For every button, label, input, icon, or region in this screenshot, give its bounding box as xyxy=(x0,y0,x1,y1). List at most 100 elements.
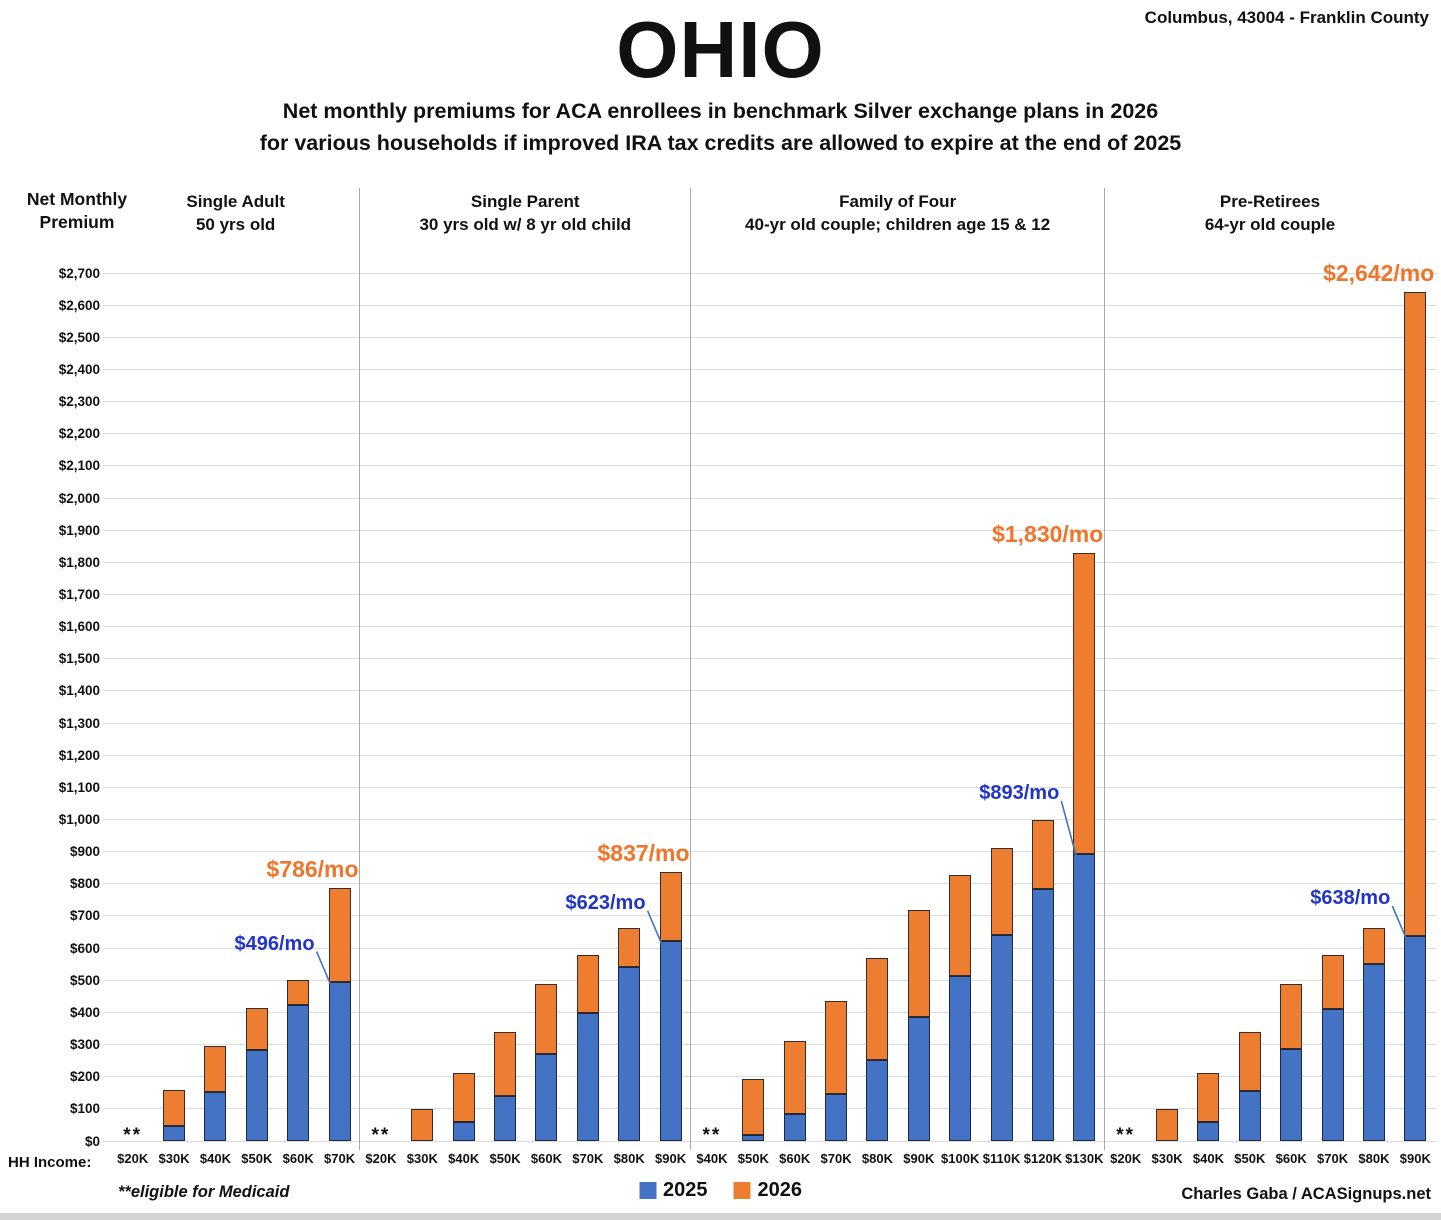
y-tick-label: $2,200 xyxy=(58,426,100,442)
legend-label-2025: 2025 xyxy=(663,1179,708,1201)
bar-2026-increase xyxy=(1321,955,1344,1010)
y-tick-label: $900 xyxy=(69,844,100,860)
bar-2026-increase xyxy=(411,1108,434,1141)
bar-2025 xyxy=(576,1013,599,1141)
bar-2025 xyxy=(1280,1049,1303,1141)
gridline xyxy=(103,1044,1437,1046)
gridline xyxy=(103,1011,1437,1013)
gridline xyxy=(103,529,1437,531)
bar-2025 xyxy=(452,1122,475,1141)
y-tick-label: $2,000 xyxy=(58,490,100,506)
x-tick-label: $50K xyxy=(1234,1151,1266,1166)
group-header: Pre-Retirees 64-yr old couple xyxy=(1085,190,1441,236)
gridline xyxy=(103,433,1437,435)
x-tick-label: $30K xyxy=(406,1151,438,1166)
group-header-line-2: 50 yrs old xyxy=(195,215,276,234)
callout-2025: $638/mo xyxy=(1310,886,1391,909)
gridline xyxy=(103,658,1437,660)
y-tick-label: $800 xyxy=(69,876,100,892)
x-tick-label: $40K xyxy=(1192,1151,1224,1166)
hh-income-label: HH Income: xyxy=(8,1154,92,1171)
x-tick-label: $70K xyxy=(324,1151,356,1166)
gridline xyxy=(103,754,1437,756)
y-tick-label: $1,300 xyxy=(58,715,100,731)
group-header-line-1: Single Adult xyxy=(186,192,285,211)
bar-2025 xyxy=(204,1092,227,1141)
subtitle-line-2: for various households if improved IRA t… xyxy=(259,131,1182,155)
medicaid-marker: ** xyxy=(702,1125,722,1146)
callout-2025: $623/mo xyxy=(565,891,646,914)
x-tick-label: $30K xyxy=(158,1151,190,1166)
bar-2025 xyxy=(287,1005,310,1141)
bar-2025 xyxy=(1073,853,1096,1141)
gridline xyxy=(103,722,1437,724)
y-tick-label: $500 xyxy=(69,972,100,988)
group-header-line-2: 40-yr old couple; children age 15 & 12 xyxy=(745,215,1051,234)
y-tick-label: $400 xyxy=(69,1004,100,1020)
bar-2025 xyxy=(245,1050,268,1141)
bar-2025 xyxy=(618,967,641,1141)
y-tick-label: $2,700 xyxy=(58,265,100,281)
x-tick-label: $40K xyxy=(199,1151,231,1166)
y-tick-label: $0 xyxy=(84,1133,100,1149)
bar-2026-increase xyxy=(328,888,351,982)
legend: 2025 2026 xyxy=(639,1179,802,1202)
y-tick-label: $1,600 xyxy=(58,619,100,635)
credit-label: Charles Gaba / ACASignups.net xyxy=(1181,1185,1431,1203)
bottom-edge-strip xyxy=(0,1213,1441,1220)
bar-2026-increase xyxy=(1280,984,1303,1050)
callout-2026: $1,830/mo xyxy=(992,520,1104,547)
x-tick-label: $70K xyxy=(820,1151,852,1166)
legend-item-2026: 2026 xyxy=(733,1179,802,1202)
bar-2025 xyxy=(494,1095,517,1141)
y-axis-title-line-2: Premium xyxy=(39,212,115,232)
bar-2025 xyxy=(659,940,682,1141)
y-tick-label: $300 xyxy=(69,1037,100,1053)
bar-2026-increase xyxy=(825,1000,848,1095)
bar-2025 xyxy=(783,1114,806,1141)
gridline xyxy=(103,336,1437,338)
x-tick-label: $110K xyxy=(982,1151,1021,1166)
y-tick-label: $2,500 xyxy=(58,329,100,345)
x-tick-label: $60K xyxy=(282,1151,314,1166)
x-tick-label: $40K xyxy=(448,1151,480,1166)
bar-2026-increase xyxy=(1197,1072,1220,1123)
gridline xyxy=(103,979,1437,981)
medicaid-marker: ** xyxy=(371,1125,391,1146)
y-tick-label: $1,000 xyxy=(58,812,100,828)
group-header: Family of Four 40-yr old couple; children… xyxy=(671,190,1124,236)
y-tick-label: $600 xyxy=(69,940,100,956)
x-tick-label: $20K xyxy=(365,1151,397,1166)
group-header: Single Parent 30 yrs old w/ 8 yr old chil… xyxy=(340,190,710,236)
gridline xyxy=(103,851,1437,853)
x-tick-label: $40K xyxy=(696,1151,728,1166)
bar-2026-increase xyxy=(618,928,641,968)
gridline xyxy=(103,401,1437,403)
x-tick-label: $90K xyxy=(1399,1151,1431,1166)
group-header: Single Adult 50 yrs old xyxy=(92,190,379,236)
gridline xyxy=(103,819,1437,821)
bar-2026-increase xyxy=(1156,1108,1179,1141)
x-tick-label: $50K xyxy=(241,1151,273,1166)
y-axis-title-line-1: Net Monthly xyxy=(26,189,128,209)
gridline xyxy=(103,368,1437,370)
y-tick-label: $1,200 xyxy=(58,747,100,763)
group-header-line-1: Single Parent xyxy=(470,192,580,211)
bar-2026-increase xyxy=(245,1007,268,1050)
bar-2026-increase xyxy=(287,980,310,1006)
x-tick-label: $20K xyxy=(117,1151,149,1166)
y-axis-title: Net Monthly Premium xyxy=(4,188,150,234)
bar-2026-increase xyxy=(576,955,599,1014)
category-group: Pre-Retirees 64-yr old couple xyxy=(1105,188,1435,1150)
callout-2025: $496/mo xyxy=(234,932,315,955)
x-tick-label: $90K xyxy=(903,1151,935,1166)
x-tick-label: $50K xyxy=(489,1151,521,1166)
bar-2026-increase xyxy=(742,1079,765,1136)
group-header-line-1: Pre-Retirees xyxy=(1219,192,1321,211)
bar-2025 xyxy=(1362,964,1385,1141)
subtitle-line-1: Net monthly premiums for ACA enrollees i… xyxy=(282,99,1159,123)
callout-2025: $893/mo xyxy=(979,781,1060,804)
y-tick-label: $100 xyxy=(69,1101,100,1117)
y-tick-label: $700 xyxy=(69,908,100,924)
y-tick-label: $1,500 xyxy=(58,651,100,667)
